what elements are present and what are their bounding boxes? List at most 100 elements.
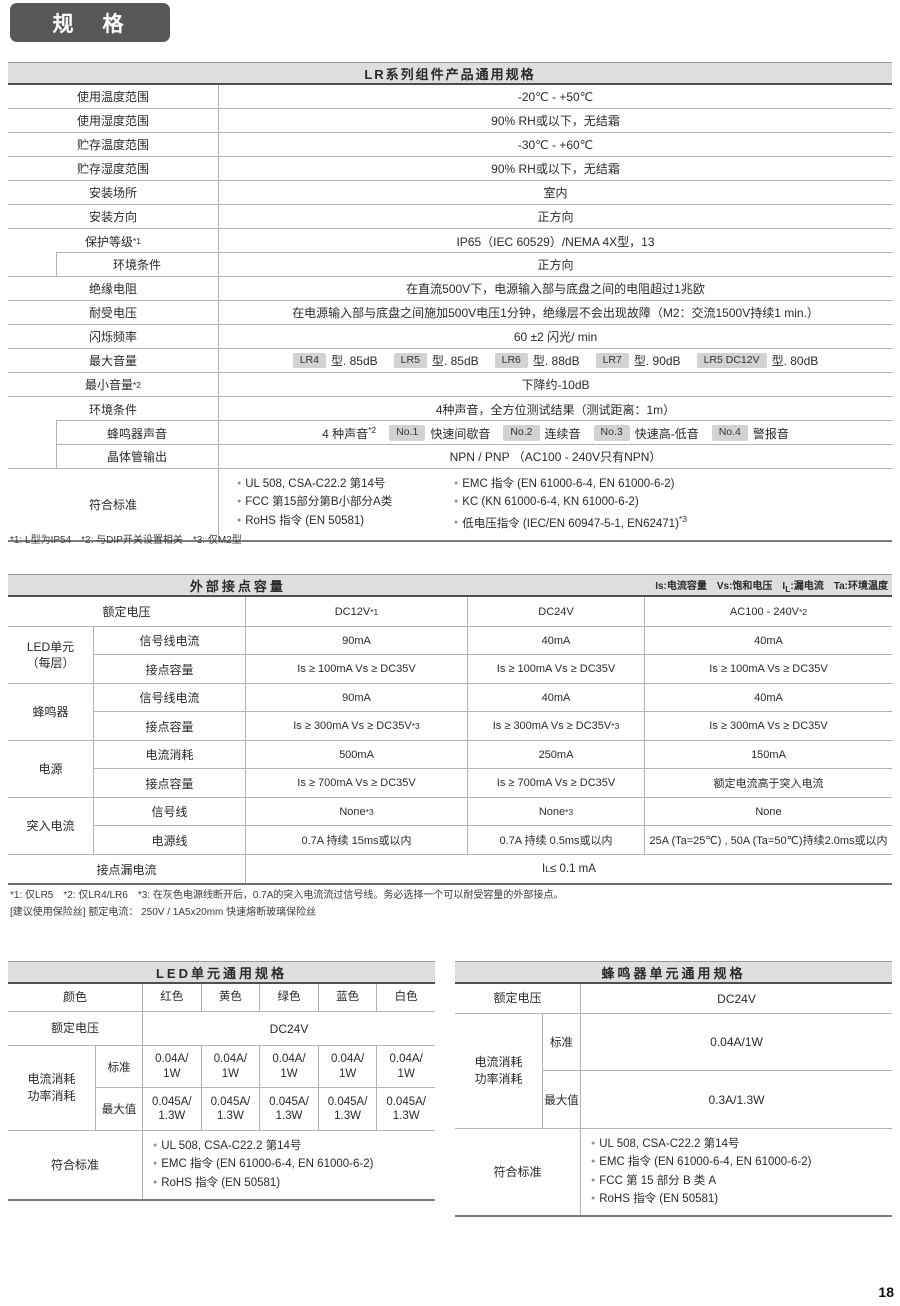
volume-text: 型. 88dB	[532, 354, 580, 368]
table-row: 接点容量 Is ≥ 300mA Vs ≥ DC35V *3 Is ≥ 300mA …	[94, 712, 892, 740]
standards-row: 符合标准 UL 508, CSA-C22.2 第14号 EMC 指令 (EN 6…	[8, 1131, 435, 1199]
cell: 0.04A/1W	[202, 1046, 261, 1087]
row-label: 保护等级 *1	[8, 229, 219, 253]
table-row: 安装场所 室内	[8, 181, 892, 205]
sound-item: No.2 连续音	[503, 425, 581, 442]
table-row: 信号线 None *3 None *3 None	[94, 798, 892, 826]
color-header: 红色	[143, 984, 202, 1011]
table-row-standards: 符合标准 UL 508, CSA-C22.2 第14号 FCC 第15部分第B小…	[8, 469, 892, 540]
standard-item: RoHS 指令 (EN 50581)	[153, 1175, 431, 1192]
group-rows: 标准 0.04A/1W 0.04A/1W 0.04A/1W 0.04A/1W 0…	[96, 1046, 435, 1130]
buzzer-table-body: 额定电压 DC24V 电流消耗 功率消耗 标准 0.04A/1W 最大值 0.3A…	[455, 984, 892, 1217]
cell: 0.3A/1.3W	[708, 1092, 765, 1107]
consumption-group: 电流消耗 功率消耗 标准 0.04A/1W 最大值 0.3A/1.3W	[455, 1014, 892, 1129]
row-value: 在电源输入部与底盘之间施加500V电压1分钟，绝缘层不会出现故障（M2：交流15…	[292, 306, 819, 320]
table-subrow: 环境条件 正方向	[8, 253, 892, 277]
group-rows: 电流消耗 500mA 250mA 150mA 接点容量 Is ≥ 700mA V…	[94, 741, 892, 797]
cell: Is ≥ 100mA Vs ≥ DC35V	[709, 663, 828, 675]
table-row: 保护等级 *1 IP65（IEC 60529）/NEMA 4X型，13	[8, 229, 892, 253]
standard-item: EMC 指令 (EN 61000-6-4, EN 61000-6-2)	[591, 1154, 888, 1171]
standard-row: 标准 0.04A/1W 0.04A/1W 0.04A/1W 0.04A/1W 0…	[96, 1046, 435, 1088]
color-header-row: 颜色 红色 黄色 绿色 蓝色 白色	[8, 984, 435, 1012]
group-label: 电源	[8, 741, 94, 797]
group-power: 电源 电流消耗 500mA 250mA 150mA 接点容量 Is ≥ 700m…	[8, 741, 892, 798]
table-row: 信号线电流 90mA 40mA 40mA	[94, 627, 892, 655]
standard-item: FCC 第15部分第B小部分A类	[237, 494, 454, 511]
model-volume: LR7 型. 90dB	[595, 352, 681, 369]
standard-item: UL 508, CSA-C22.2 第14号	[591, 1136, 888, 1153]
table2-footnote: *1: 仅LR5 *2: 仅LR4/LR6 *3: 在灰色电源线断开后，0.7A…	[10, 890, 564, 901]
led-unit-spec-table: LED单元通用规格 颜色 红色 黄色 绿色 蓝色 白色 额定电压 DC24V 电…	[8, 961, 435, 1201]
cell: 90mA	[246, 627, 468, 654]
group-led-unit: LED单元 （每层） 信号线电流 90mA 40mA 40mA 接点容量 Is ≥…	[8, 627, 892, 684]
row-value: 室内	[543, 186, 568, 200]
model-volume: LR5 DC12V 型. 80dB	[696, 352, 818, 369]
model-badge: LR5	[393, 352, 427, 369]
row-label: 信号线电流	[94, 627, 246, 654]
table-row: 贮存湿度范围 90% RH或以下，无结霜	[8, 157, 892, 181]
standards-row: 符合标准 UL 508, CSA-C22.2 第14号 EMC 指令 (EN 6…	[455, 1129, 892, 1215]
row-value: 4种声音，全方位测试结果（测试距离：1m）	[435, 402, 676, 417]
standard-item: FCC 第 15 部分 B 类 A	[591, 1173, 888, 1190]
column-header: AC100 - 240V *2	[729, 605, 808, 618]
table-row: 闪烁频率 60 ±2 闪光/ min	[8, 325, 892, 349]
standard-item: UL 508, CSA-C22.2 第14号	[153, 1138, 431, 1155]
row-label: 使用湿度范围	[8, 109, 219, 132]
cell: Is ≥ 100mA Vs ≥ DC35V	[246, 655, 468, 683]
row-label: 安装场所	[8, 181, 219, 204]
cell: Is ≥ 300mA Vs ≥ DC35V	[709, 720, 828, 732]
fuse-recommendation-note: [建议使用保险丝] 额定电流： 250V / 1A5x20mm 快速熔断玻璃保险…	[10, 907, 317, 918]
row-label: 环境条件	[8, 397, 219, 421]
cell: 25A (Ta=25℃) , 50A (Ta=50℃)持续2.0ms或以内	[649, 835, 888, 847]
row-value: LR4 型. 85dB LR5 型. 85dB LR6 型. 88dB LR7 型. 9…	[219, 349, 892, 372]
cell: 40mA	[754, 634, 783, 647]
standards-list: UL 508, CSA-C22.2 第14号 EMC 指令 (EN 61000-…	[143, 1131, 435, 1199]
row-label: 使用温度范围	[8, 85, 219, 108]
cell: Is ≥ 300mA Vs ≥ DC35V *3	[468, 712, 645, 740]
row-label: 信号线电流	[94, 684, 246, 711]
table-row: 接点容量 Is ≥ 100mA Vs ≥ DC35V Is ≥ 100mA Vs…	[94, 655, 892, 683]
row-label: 绝缘电阻	[8, 277, 219, 300]
buzzer-table-title: 蜂鸣器单元通用规格	[455, 961, 892, 984]
table-row: 最小音量 *2 下降约-10dB	[8, 373, 892, 397]
table-subrow-buzzer-sound: 蜂鸣器声音 4 种声音*2 No.1 快速间歇音 No.2 连续音 No.3 快速高-…	[8, 421, 892, 445]
table2-body: 额定电压 DC12V *1 DC24V AC100 - 240V *2 LED单元（…	[8, 597, 892, 885]
table-row: 接点容量 Is ≥ 700mA Vs ≥ DC35V Is ≥ 700mA Vs…	[94, 769, 892, 797]
group-label: 电流消耗 功率消耗	[455, 1014, 543, 1128]
model-badge: LR5 DC12V	[696, 352, 767, 369]
column-header: DC24V	[468, 597, 645, 626]
row-label: 贮存湿度范围	[8, 157, 219, 180]
color-header: 黄色	[202, 984, 261, 1011]
cell: 0.045A/1.3W	[202, 1088, 261, 1130]
row-value: -20℃ - +50℃	[517, 89, 594, 104]
sound-item: No.1 快速间歇音	[389, 425, 490, 442]
row-label: 额定电压	[455, 984, 581, 1013]
group-rows: 信号线 None *3 None *3 None 电源线 0.7A 持续 15ms或…	[94, 798, 892, 854]
column-header-row: 额定电压 DC12V *1 DC24V AC100 - 240V *2	[8, 597, 892, 627]
page-number: 18	[878, 1284, 894, 1300]
table-row: 耐受电压 在电源输入部与底盘之间施加500V电压1分钟，绝缘层不会出现故障（M2…	[8, 301, 892, 325]
table-subrow: 晶体管输出 NPN / PNP （AC100 - 240V只有NPN）	[8, 445, 892, 469]
row-label: 标准	[543, 1014, 581, 1070]
standards-list-left: UL 508, CSA-C22.2 第14号 FCC 第15部分第B小部分A类 …	[237, 476, 454, 530]
row-value: 90% RH或以下，无结霜	[491, 114, 620, 128]
row-label: 安装方向	[8, 205, 219, 228]
standard-row: 标准 0.04A/1W	[543, 1014, 892, 1071]
cell: 0.7A 持续 15ms或以内	[246, 826, 468, 854]
volume-text: 型. 90dB	[633, 354, 681, 368]
cell: 0.045A/1.3W	[319, 1088, 378, 1130]
contact-capacity-table: 外部接点容量 Is:电流容量 Vs:饱和电压 IL:漏电流 Ta:环境温度 额定…	[8, 574, 892, 885]
row-value: DC24V	[269, 1021, 309, 1036]
row-value: UL 508, CSA-C22.2 第14号 FCC 第15部分第B小部分A类 …	[219, 469, 892, 540]
model-badge: LR7	[595, 352, 629, 369]
row-label: 最大值	[96, 1088, 143, 1130]
table2-legend: Is:电流容量 Vs:饱和电压 IL:漏电流 Ta:环境温度	[655, 580, 888, 594]
cell: 90mA	[246, 684, 468, 711]
volume-text: 型. 85dB	[431, 354, 479, 368]
model-volume: LR5 型. 85dB	[393, 352, 479, 369]
cell: 0.04A/1W	[319, 1046, 378, 1087]
model-volume: LR4 型. 85dB	[292, 352, 378, 369]
row-label: 标准	[96, 1046, 143, 1087]
cell: 0.04A/1W	[143, 1046, 202, 1087]
